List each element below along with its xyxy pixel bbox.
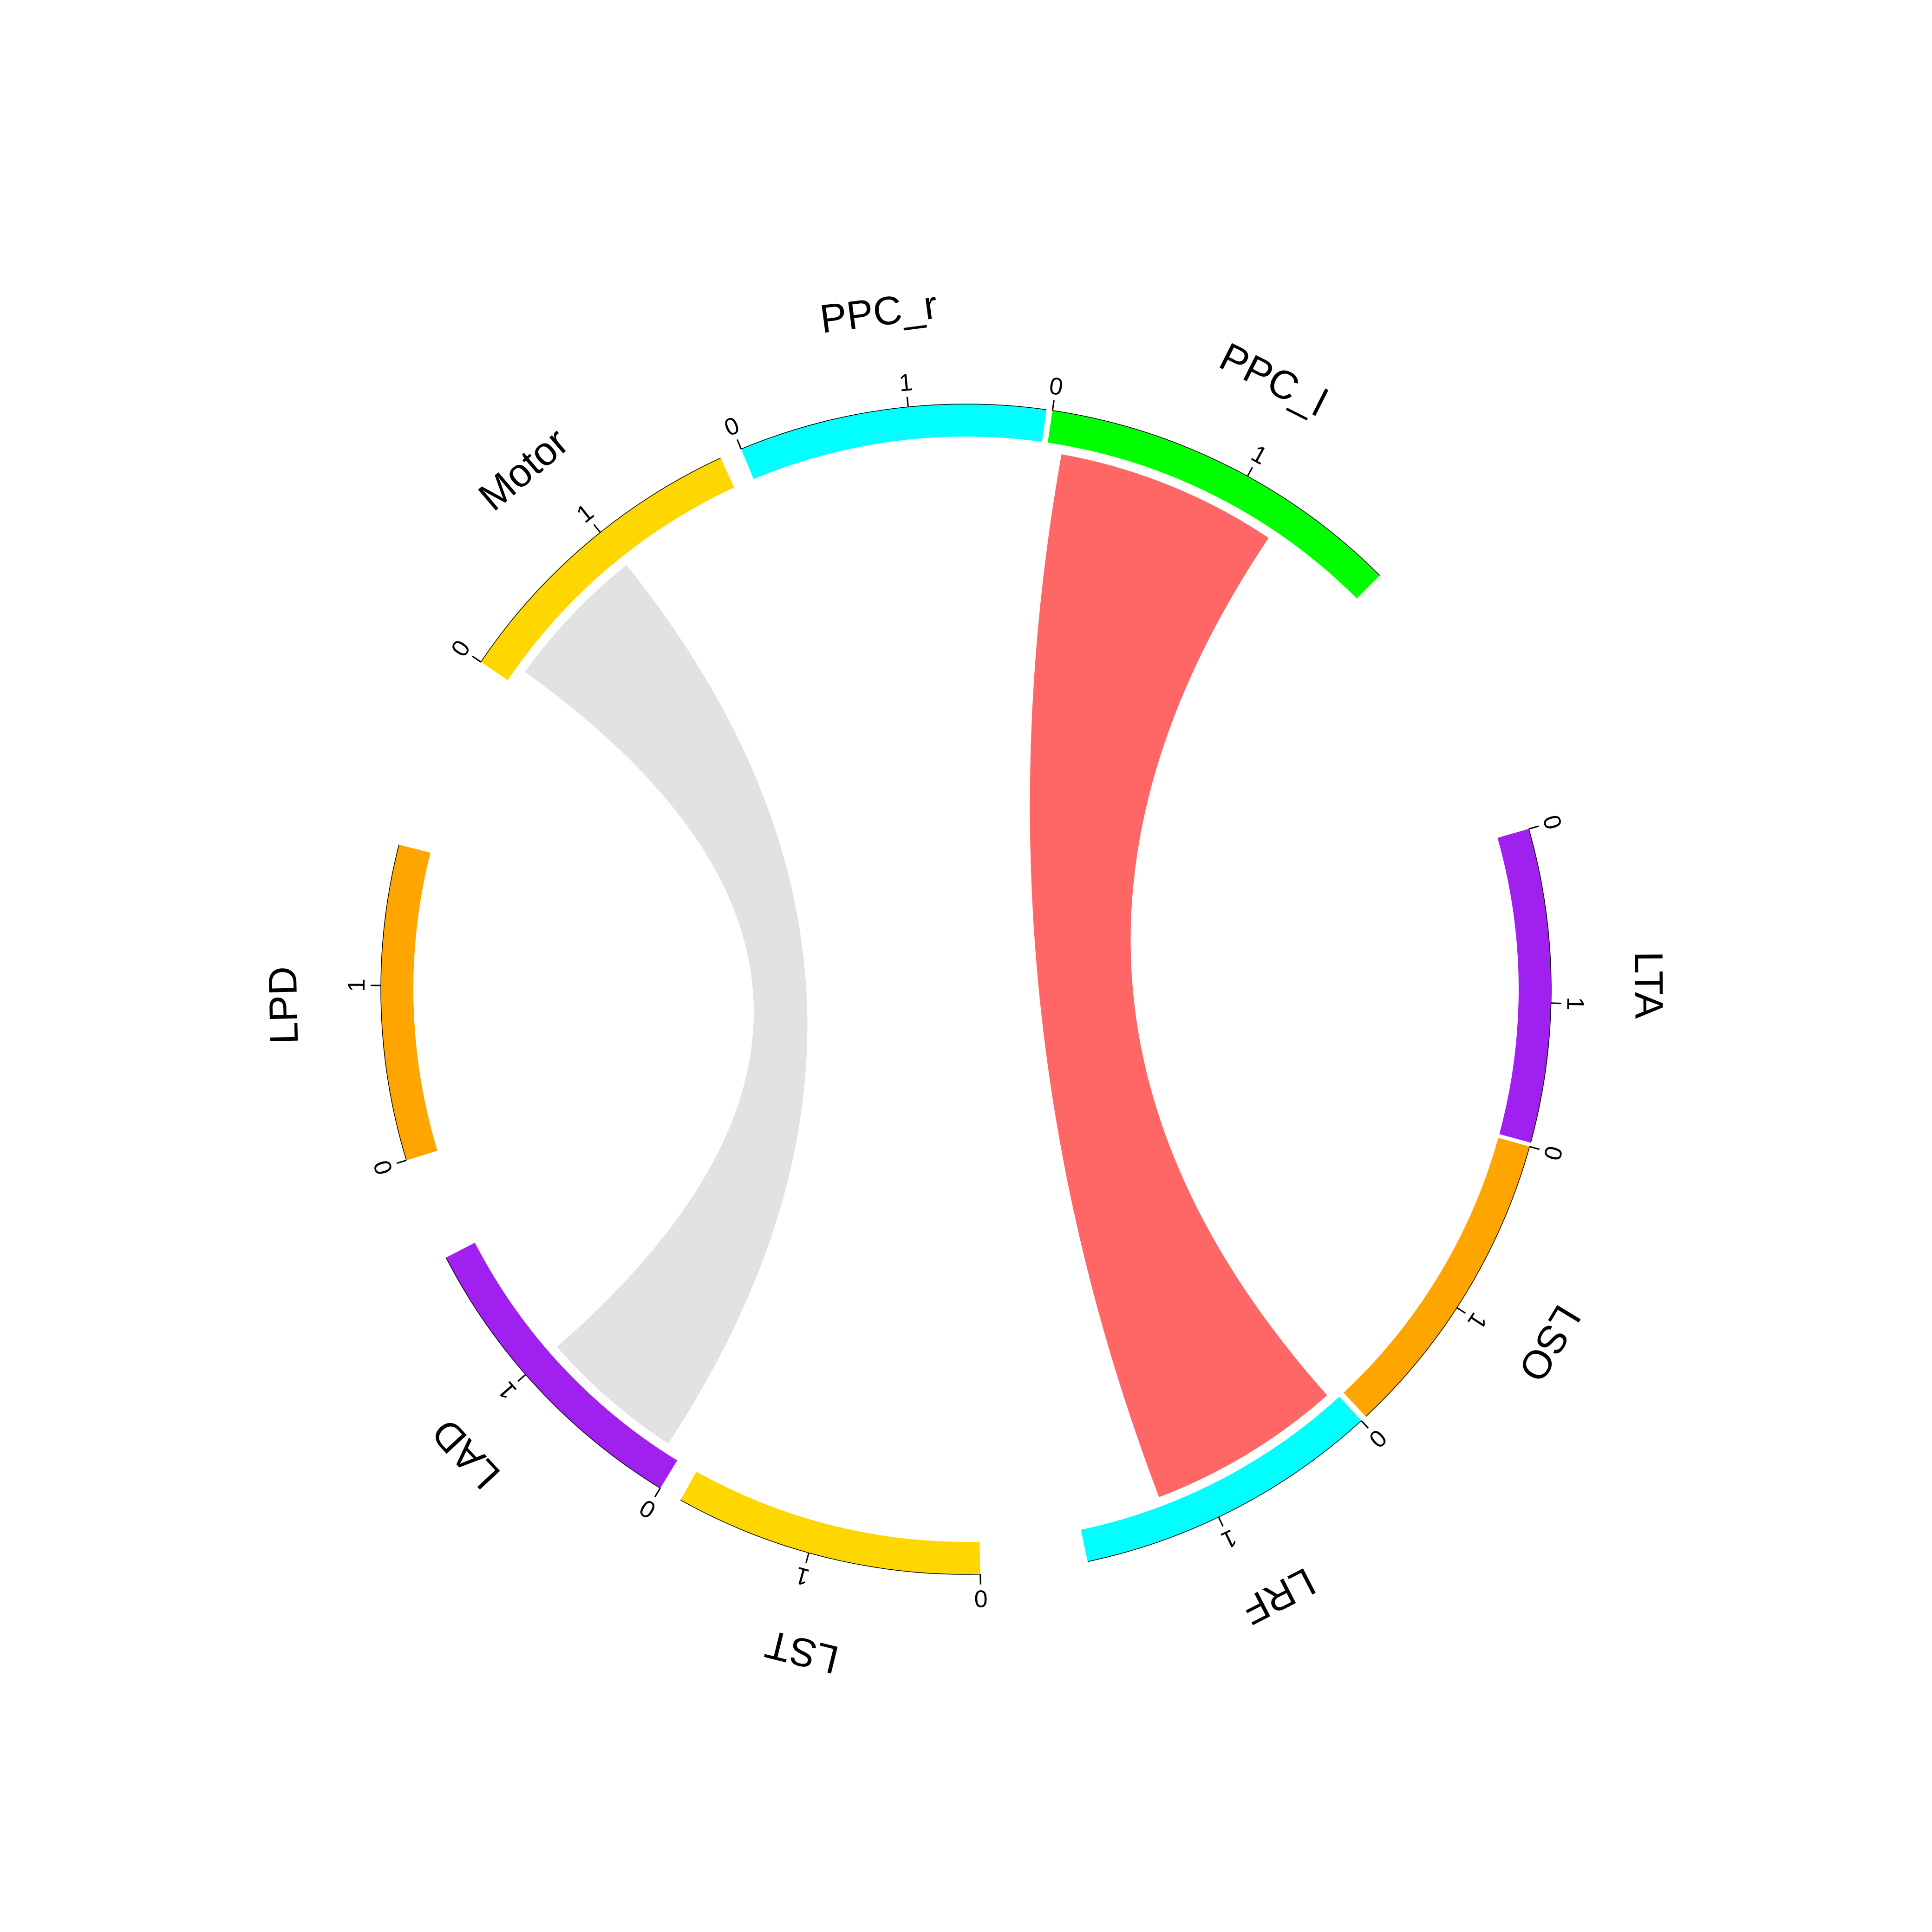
- tick-mark: [1456, 1307, 1466, 1314]
- sector-band-lst: [680, 1471, 980, 1574]
- sector-label-lst: LST: [761, 1621, 843, 1682]
- sector-axis-lso: [1365, 1146, 1530, 1417]
- tick-mark: [805, 1553, 809, 1563]
- sector-lst: 0 1 LST: [680, 1471, 988, 1682]
- tick-label: 1: [1561, 997, 1589, 1011]
- sector-label-lta: LTA: [1626, 951, 1671, 1019]
- tick-mark: [654, 1488, 661, 1497]
- sector-label-lad: LAD: [423, 1410, 509, 1498]
- tick-label: 1: [1462, 1308, 1492, 1334]
- sector-axis-motor: [480, 457, 721, 662]
- tick-label: 0: [446, 635, 476, 661]
- links-layer: [525, 454, 1327, 1497]
- sector-axis-lpd: [380, 844, 407, 1161]
- tick-mark: [906, 397, 909, 407]
- sector-axis-ppc-l: [1052, 410, 1380, 576]
- sector-label-lpd: LPD: [260, 966, 307, 1045]
- sector-lta: 0 1 LTA: [1497, 812, 1671, 1143]
- sector-label-lso: LSO: [1510, 1298, 1589, 1389]
- tick-mark: [736, 439, 742, 450]
- link-ppc-l-to-lrf: [1030, 454, 1327, 1497]
- tick-mark: [593, 524, 601, 533]
- tick-label: 0: [368, 1157, 398, 1178]
- sector-axis-lst: [680, 1500, 980, 1575]
- tick-mark: [1247, 467, 1253, 477]
- tick-mark: [1529, 1146, 1540, 1150]
- tick-label: 0: [974, 1585, 988, 1612]
- sector-band-lso: [1344, 1138, 1530, 1417]
- sector-band-lrf: [1081, 1397, 1362, 1562]
- tick-label: 0: [1538, 1143, 1568, 1163]
- link-motor-to-lad: [525, 565, 808, 1444]
- sector-band-ppc-r: [741, 404, 1047, 479]
- sector-band-motor: [481, 458, 734, 680]
- sector-label-lrf: LRF: [1235, 1559, 1322, 1633]
- sector-label-motor: Motor: [470, 419, 577, 520]
- tick-label: 1: [792, 1561, 812, 1591]
- sector-band-lpd: [381, 844, 437, 1161]
- tick-mark: [1051, 400, 1055, 411]
- tick-mark: [979, 1574, 981, 1585]
- tick-label: 0: [1047, 372, 1064, 401]
- sectors-layer: 0 1 PPC_r 0 1 PPC_l 0 1 LTA 0 1 LSO 0 1 LRF 0 1 LST 0 1 LAD 0…: [260, 282, 1671, 1682]
- sector-band-lad: [446, 1242, 678, 1488]
- tick-label: 0: [635, 1494, 660, 1524]
- tick-label: 1: [343, 979, 370, 992]
- sector-ppc-r: 0 1 PPC_r: [720, 282, 1047, 479]
- tick-mark: [472, 655, 482, 663]
- tick-label: 1: [1217, 1524, 1241, 1554]
- sector-axis-ppc-r: [741, 404, 1047, 450]
- sector-lpd: 0 1 LPD: [260, 844, 437, 1178]
- tick-label: 1: [898, 369, 914, 397]
- sector-label-ppc-r: PPC_r: [817, 282, 940, 342]
- tick-mark: [1218, 1516, 1224, 1527]
- sector-band-ppc-l: [1047, 410, 1380, 599]
- tick-mark: [517, 1374, 526, 1382]
- tick-mark: [1361, 1420, 1369, 1429]
- tick-label: 1: [1247, 440, 1272, 470]
- sector-lso: 0 1 LSO: [1344, 1138, 1589, 1417]
- sector-band-lta: [1497, 829, 1551, 1143]
- sector-label-ppc-l: PPC_l: [1213, 334, 1334, 425]
- tick-mark: [1528, 825, 1539, 830]
- tick-label: 0: [1537, 812, 1567, 833]
- sector-axis-lad: [445, 1257, 661, 1488]
- tick-mark: [396, 1159, 407, 1164]
- sector-axis-lta: [1528, 829, 1552, 1143]
- tick-label: 0: [720, 411, 743, 442]
- tick-label: 1: [572, 499, 599, 528]
- tick-mark: [1551, 1002, 1561, 1004]
- sector-axis-lrf: [1087, 1420, 1362, 1562]
